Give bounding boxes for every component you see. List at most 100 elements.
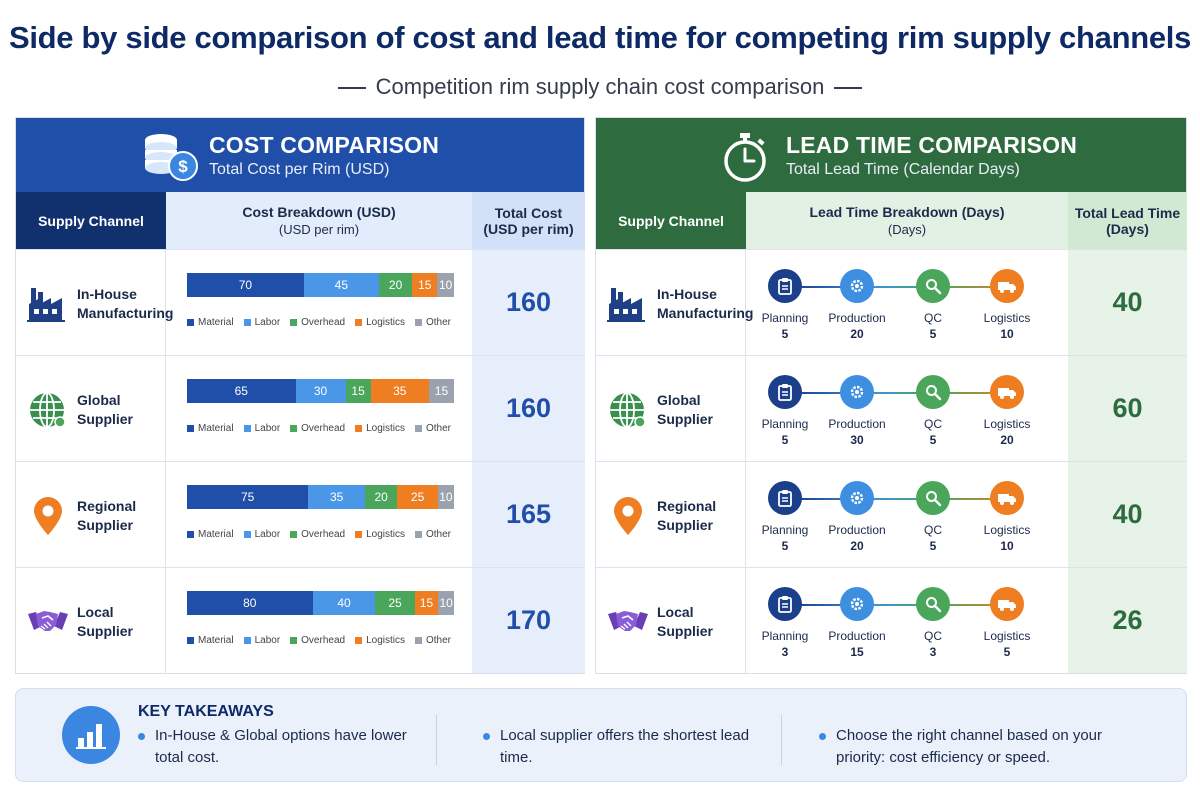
cost-col-total-sub: (USD per rim) <box>483 220 574 237</box>
lead-row: Global Supplier Planning 5 Production 30 QC 5 Lo… <box>596 355 1187 461</box>
cost-segment-value: 10 <box>438 278 453 292</box>
legend-item: Labor <box>243 635 280 646</box>
lead-stage-planning: Planning 5 <box>745 481 825 553</box>
cost-segment-value: 40 <box>337 596 351 610</box>
channel-name-line1: Regional <box>657 498 717 514</box>
cost-channel-cell: Global Supplier <box>16 356 166 461</box>
channel-name-line1: Global <box>77 392 121 408</box>
legend-swatch <box>414 531 422 538</box>
cost-total-value: 165 <box>472 462 585 567</box>
cost-col-channel: Supply Channel <box>16 192 166 249</box>
stage-value: 5 <box>781 433 789 447</box>
cost-stacked-bar: 65 30 15 35 15 <box>187 379 454 403</box>
legend-label: Other <box>425 317 451 328</box>
lead-row: Local Supplier Planning 3 Production 15 QC 3 Log… <box>596 567 1187 673</box>
stage-value: 5 <box>781 539 789 553</box>
stage-label: Planning <box>761 417 809 431</box>
legend-swatch <box>187 319 194 326</box>
cost-bar-segment-labor: 45 <box>303 273 379 297</box>
legend-label: Logistics <box>366 635 405 646</box>
cost-bar-segment-labor: 35 <box>308 485 365 509</box>
lead-stage-qc: QC 5 <box>893 375 973 447</box>
legend-label: Logistics <box>366 317 405 328</box>
legend-swatch <box>243 531 251 538</box>
legend-label: Overhead <box>301 423 346 434</box>
lead-panel-subtitle: Total Lead Time (Calendar Days) <box>786 161 1020 178</box>
cost-bar-segment-labor: 30 <box>295 379 346 403</box>
legend-label: Other <box>425 423 451 434</box>
channel-name-line2: Supplier <box>657 411 714 427</box>
channel-name: Regional Supplier <box>657 497 716 535</box>
stage-label: Production <box>828 417 886 431</box>
stage-label: Production <box>828 629 886 643</box>
channel-name-line1: Local <box>77 604 114 620</box>
handshake-icon <box>606 600 650 644</box>
lead-total-value: 60 <box>1068 356 1187 461</box>
timeline-connector <box>793 498 1017 500</box>
page-subtitle: Competition rim supply chain cost compar… <box>0 74 1200 100</box>
cost-legend: Material Labor Overhead Logistics Other <box>187 635 461 646</box>
cost-bar-segment-material: 75 <box>187 485 309 509</box>
legend-swatch <box>414 425 422 432</box>
cost-segment-value: 75 <box>241 490 255 504</box>
lead-stage-logistics: Logistics 20 <box>967 375 1047 447</box>
legend-label: Labor <box>254 317 281 328</box>
legend-label: Material <box>198 317 234 328</box>
lead-stage-production: Production 30 <box>817 375 897 447</box>
cost-segment-value: 65 <box>234 384 248 398</box>
legend-swatch <box>414 637 422 644</box>
cost-stacked-bar: 70 45 20 15 10 <box>187 273 454 297</box>
cost-channel-cell: In-House Manufacturing <box>16 250 173 355</box>
stage-value: 5 <box>929 539 937 553</box>
legend-label: Material <box>198 423 234 434</box>
channel-name: Local Supplier <box>77 603 133 641</box>
svg-text:$: $ <box>178 157 188 176</box>
legend-item: Logistics <box>355 423 405 434</box>
legend-label: Labor <box>254 423 281 434</box>
gear-icon <box>840 375 874 409</box>
lead-stage-qc: QC 3 <box>893 587 973 659</box>
legend-swatch <box>355 319 363 326</box>
stage-label: QC <box>924 417 942 431</box>
cost-legend: Material Labor Overhead Logistics Other <box>187 317 461 328</box>
page-title: Side by side comparison of cost and lead… <box>8 20 1192 55</box>
legend-swatch <box>290 319 298 326</box>
takeaway-divider <box>436 715 437 765</box>
cost-legend: Material Labor Overhead Logistics Other <box>187 423 461 434</box>
cost-segment-value: 80 <box>243 596 257 610</box>
cost-bar-segment-other: 10 <box>438 591 454 615</box>
timeline-connector <box>793 392 1017 394</box>
legend-swatch <box>187 637 194 644</box>
stage-value: 20 <box>850 539 864 553</box>
legend-label: Material <box>198 635 234 646</box>
stage-value: 10 <box>1000 327 1014 341</box>
cost-total-value: 160 <box>472 250 585 355</box>
bar-chart-icon <box>62 706 120 764</box>
lead-timeline: Planning 5 Production 20 QC 5 Logistics 10 <box>746 250 1068 355</box>
legend-swatch <box>414 319 422 326</box>
stage-value: 3 <box>781 645 789 659</box>
lead-stage-qc: QC 5 <box>893 481 973 553</box>
subtitle-dash-left <box>337 87 366 90</box>
takeaway-item: Choose the right channel based on your p… <box>819 725 1119 769</box>
cost-bar-segment-other: 15 <box>428 379 454 403</box>
cost-total-value: 160 <box>472 356 585 461</box>
stage-value: 30 <box>850 433 864 447</box>
legend-swatch <box>290 637 298 644</box>
cost-segment-value: 15 <box>434 384 449 398</box>
lead-channel-cell: Global Supplier <box>596 356 746 461</box>
truck-icon <box>990 587 1024 621</box>
legend-item: Other <box>414 529 451 540</box>
map-pin-icon <box>606 494 650 538</box>
channel-name-line1: Global <box>657 392 701 408</box>
stage-label: Planning <box>761 523 809 537</box>
cost-comparison-panel: $ COST COMPARISON Total Cost per Rim (US… <box>15 117 585 674</box>
cost-col-total-label: Total Cost <box>494 204 563 221</box>
cost-segment-value: 15 <box>419 596 434 610</box>
legend-label: Labor <box>254 529 281 540</box>
magnifier-icon <box>916 375 950 409</box>
factory-icon <box>606 282 650 326</box>
stage-label: Production <box>828 311 886 325</box>
cost-bar-segment-material: 65 <box>187 379 296 403</box>
legend-item: Overhead <box>290 423 345 434</box>
